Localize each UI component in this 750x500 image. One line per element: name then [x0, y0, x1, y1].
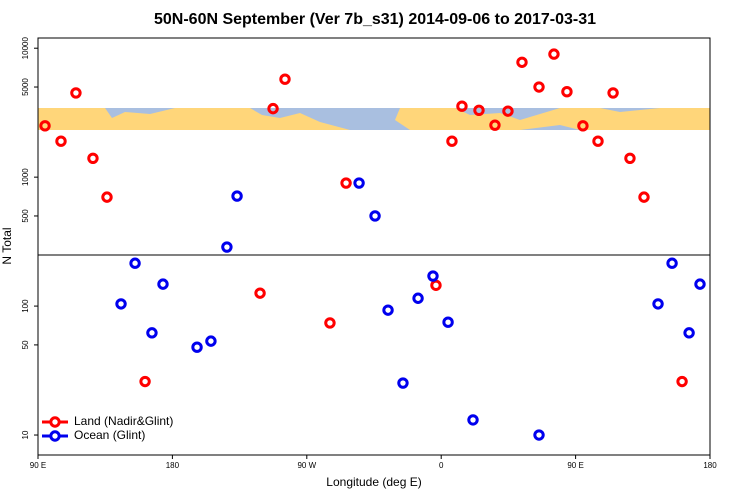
point	[502, 105, 514, 117]
y-axis-label: N Total	[0, 227, 14, 264]
point	[369, 210, 381, 222]
point	[231, 190, 243, 202]
point	[254, 287, 266, 299]
x-tick-label: 0	[439, 461, 444, 470]
point	[442, 316, 454, 328]
point	[533, 429, 545, 441]
point	[533, 81, 545, 93]
chart-title: 50N-60N September (Ver 7b_s31) 2014-09-0…	[154, 11, 596, 28]
point	[694, 278, 706, 290]
point	[561, 85, 573, 98]
point	[516, 56, 528, 68]
legend-marker	[49, 430, 61, 442]
point	[489, 119, 501, 131]
point	[666, 257, 678, 269]
point	[279, 73, 291, 85]
point	[382, 304, 394, 316]
point	[607, 87, 619, 99]
point	[683, 327, 695, 339]
point	[129, 257, 141, 269]
map-strip	[38, 108, 710, 130]
point	[624, 152, 636, 165]
y-tick-label: 1000	[21, 168, 30, 186]
point	[146, 327, 158, 339]
point	[638, 191, 650, 203]
y-tick-label: 500	[21, 209, 30, 223]
point	[652, 298, 664, 310]
point	[101, 191, 113, 203]
y-tick-label: 100	[21, 299, 30, 313]
point	[430, 279, 442, 291]
point	[55, 135, 67, 147]
legend-label: Land (Nadir&Glint)	[74, 414, 173, 428]
point	[157, 278, 169, 290]
x-axis-label: Longitude (deg E)	[326, 475, 421, 489]
point	[592, 135, 604, 147]
x-tick-label: 90 W	[297, 461, 316, 470]
point	[467, 414, 479, 426]
y-tick-label: 50	[21, 340, 30, 349]
point	[87, 152, 99, 165]
x-tick-label: 90 E	[30, 461, 46, 470]
y-tick-label: 10000	[21, 37, 30, 60]
x-tick-label: 180	[166, 461, 180, 470]
point	[446, 135, 458, 147]
point	[676, 375, 688, 388]
point	[115, 298, 127, 310]
point	[397, 377, 409, 389]
y-tick-label: 10	[21, 430, 30, 439]
point	[205, 335, 217, 347]
y-tick-label: 5000	[21, 78, 30, 96]
point	[221, 241, 233, 253]
x-tick-label: 90 E	[567, 461, 583, 470]
point	[412, 292, 424, 304]
point	[473, 104, 485, 116]
point	[39, 120, 51, 132]
point	[577, 120, 589, 132]
point	[353, 177, 365, 189]
x-tick-label: 180	[703, 461, 717, 470]
point	[191, 341, 203, 353]
point	[427, 270, 439, 282]
plot-frame	[37, 37, 711, 456]
point	[139, 375, 151, 388]
point	[340, 177, 352, 189]
point	[70, 87, 82, 99]
legend-label: Ocean (Glint)	[74, 428, 145, 442]
point	[324, 317, 336, 329]
point	[456, 100, 468, 112]
point	[267, 102, 279, 115]
point	[548, 48, 560, 60]
legend-marker	[49, 416, 61, 428]
